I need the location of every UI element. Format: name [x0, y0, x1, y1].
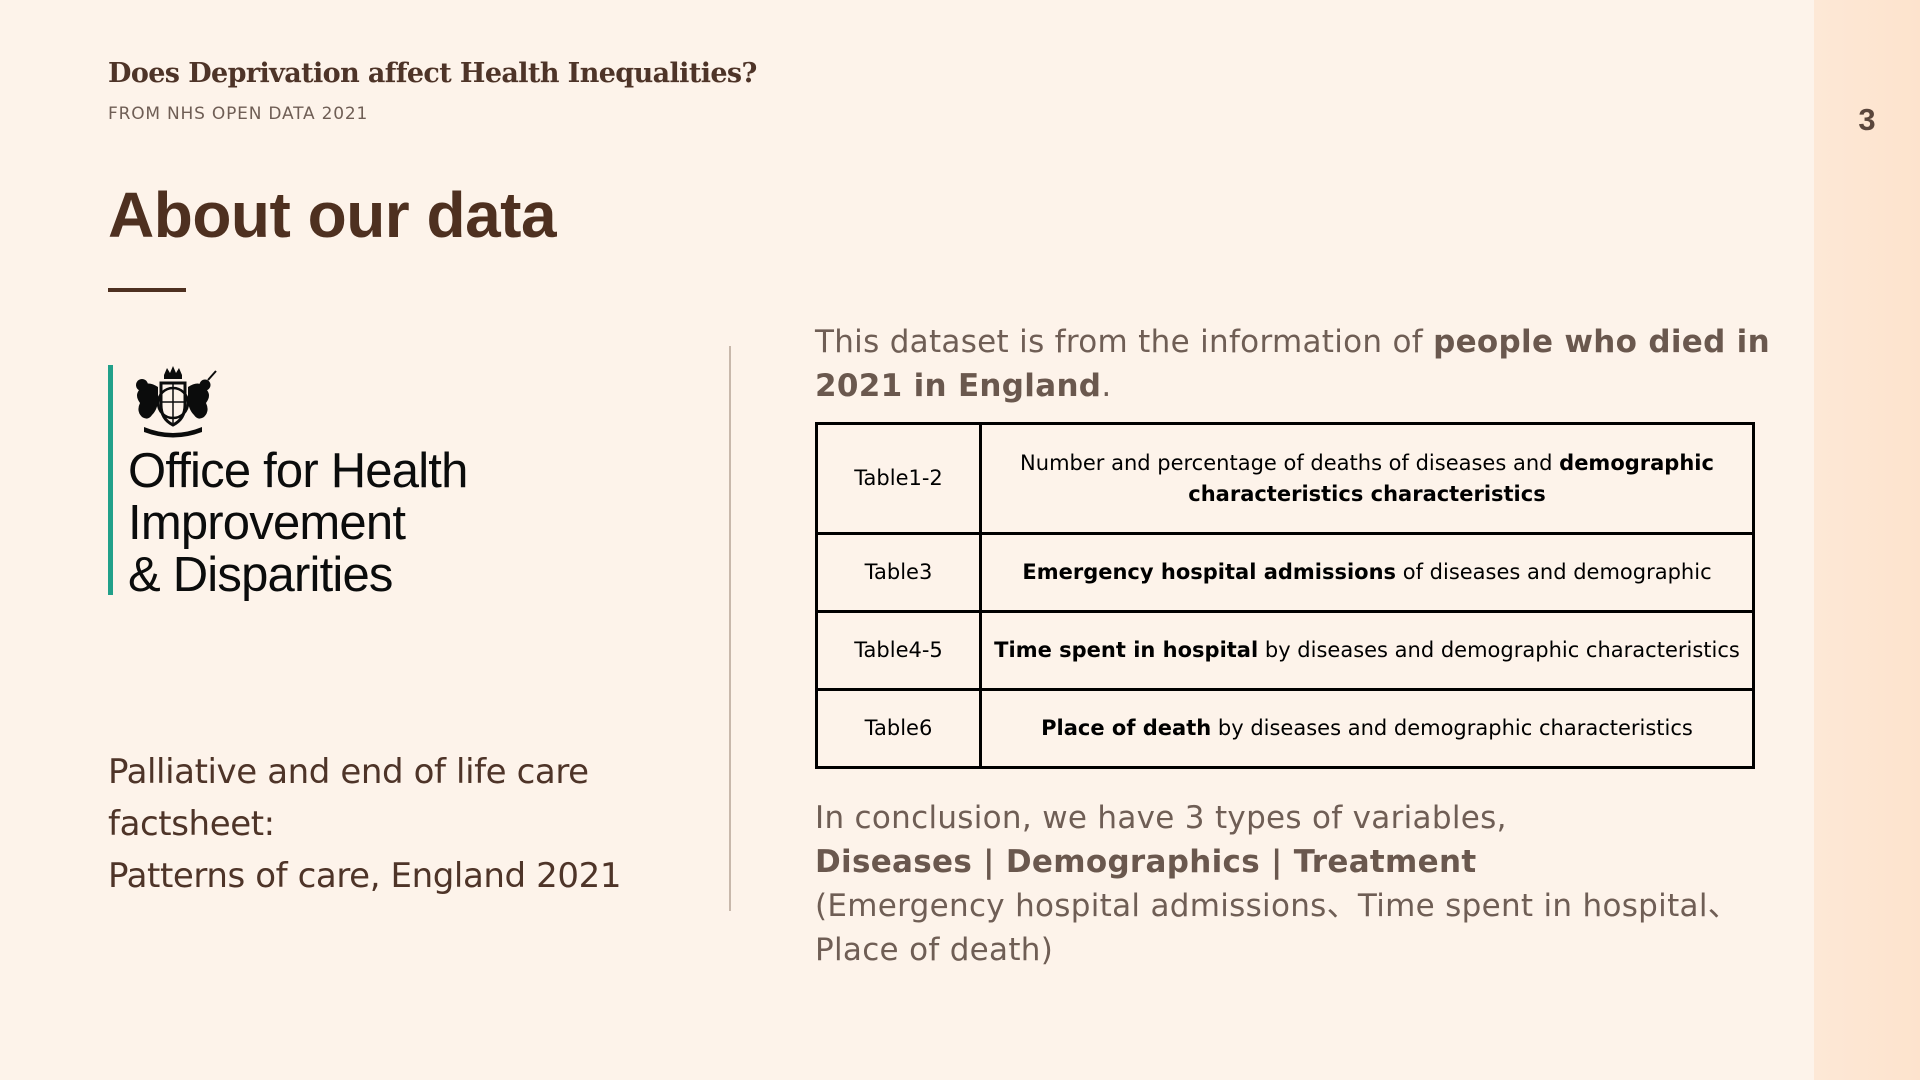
deck-title: Does Deprivation affect Health Inequalit… — [108, 58, 757, 89]
factsheet-line-3: Patterns of care, England 2021 — [108, 856, 622, 896]
description-emphasis: demographic characteristics characterist… — [1188, 450, 1714, 506]
column-divider — [729, 346, 731, 911]
table-name-cell: Table6 — [815, 688, 982, 769]
logo-accent-bar — [108, 365, 113, 595]
description-emphasis: Time spent in hospital — [994, 638, 1259, 662]
table-description-cell: Number and percentage of deaths of disea… — [979, 422, 1755, 535]
logo-organisation-name: Office for Health Improvement & Disparit… — [128, 445, 468, 601]
conclusion: In conclusion, we have 3 types of variab… — [815, 796, 1775, 972]
royal-coat-of-arms-icon — [136, 366, 217, 438]
conclusion-line-4: Place of death) — [815, 932, 1054, 968]
table-description-cell: Emergency hospital admissions of disease… — [979, 532, 1755, 613]
description-emphasis: Emergency hospital admissions — [1022, 560, 1397, 584]
page-number: 3 — [1858, 102, 1876, 137]
table-row: Table3 Emergency hospital admissions of … — [815, 532, 1755, 613]
table-name-cell: Table4-5 — [815, 610, 982, 691]
logo-line-3: & Disparities — [128, 548, 393, 602]
variable-types: Diseases | Demographics | Treatment — [815, 844, 1477, 880]
deck-subtitle: FROM NHS OPEN DATA 2021 — [108, 104, 369, 124]
intro-prefix: This dataset is from the information of — [815, 324, 1434, 360]
dataset-intro: This dataset is from the information of … — [815, 320, 1775, 408]
table-description-cell: Time spent in hospital by diseases and d… — [979, 610, 1755, 691]
table-row: Table4-5 Time spent in hospital by disea… — [815, 610, 1755, 691]
table-name-cell: Table3 — [815, 532, 982, 613]
data-table: Table1-2 Number and percentage of deaths… — [815, 422, 1755, 769]
table-description-cell: Place of death by diseases and demograph… — [979, 688, 1755, 769]
logo-line-2: Improvement — [128, 496, 406, 550]
side-band — [1814, 0, 1920, 1080]
slide-title: About our data — [108, 179, 557, 251]
description-emphasis: Place of death — [1041, 716, 1212, 740]
description-text-after: of diseases and demographic — [1396, 560, 1712, 584]
intro-emphasis: people who died in 2021 in England — [815, 324, 1770, 404]
ohid-logo: Office for Health Improvement & Disparit… — [108, 365, 528, 601]
factsheet-line-2: factsheet: — [108, 804, 275, 844]
description-text: Number and percentage of deaths of disea… — [1020, 450, 1560, 475]
table-name-cell: Table1-2 — [815, 422, 982, 535]
title-underline — [108, 288, 186, 292]
intro-suffix: . — [1101, 368, 1112, 404]
table-row: Table1-2 Number and percentage of deaths… — [815, 422, 1755, 535]
logo-line-1: Office for Health — [128, 444, 468, 498]
factsheet-line-1: Palliative and end of life care — [108, 752, 589, 792]
conclusion-line-1: In conclusion, we have 3 types of variab… — [815, 800, 1507, 836]
table-row: Table6 Place of death by diseases and de… — [815, 688, 1755, 769]
description-text-after: by diseases and demographic characterist… — [1211, 716, 1693, 740]
conclusion-line-3: (Emergency hospital admissions、Time spen… — [815, 888, 1740, 924]
description-text-after: by diseases and demographic characterist… — [1258, 638, 1740, 662]
factsheet-title: Palliative and end of life care factshee… — [108, 746, 708, 902]
